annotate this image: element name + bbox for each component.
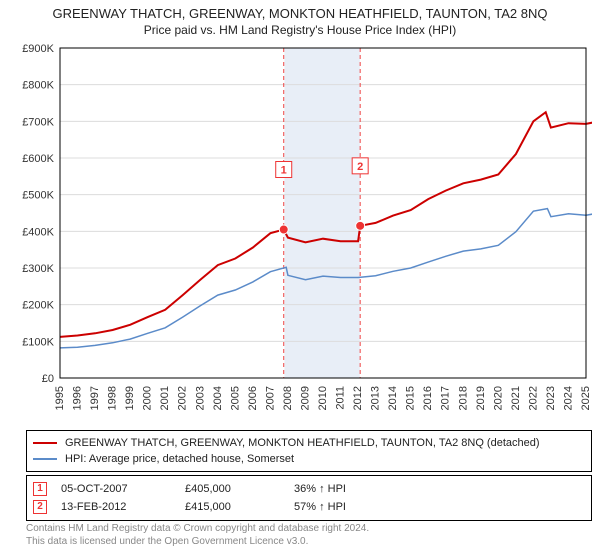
legend: GREENWAY THATCH, GREENWAY, MONKTON HEATH… xyxy=(26,430,592,472)
credit-line: This data is licensed under the Open Gov… xyxy=(26,535,592,548)
x-axis-label: 2016 xyxy=(422,386,434,410)
x-axis-label: 2019 xyxy=(475,386,487,410)
y-axis-label: £600K xyxy=(22,153,54,165)
legend-swatch xyxy=(33,442,57,444)
x-axis-label: 2003 xyxy=(194,386,206,410)
marker-badge-label: 1 xyxy=(281,165,287,177)
x-axis-label: 2014 xyxy=(387,386,399,410)
chart-container: £0 £100K £200K £300K £400K £500K £600K £700K £80… xyxy=(8,44,592,424)
x-axis-label: 2024 xyxy=(562,386,574,410)
y-axis-label: £800K xyxy=(22,80,54,92)
x-axis-label: 2015 xyxy=(405,386,417,410)
sale-date: 05-OCT-2007 xyxy=(61,480,171,498)
x-axis-label: 2013 xyxy=(370,386,382,410)
chart-svg: £0 £100K £200K £300K £400K £500K £600K £700K £80… xyxy=(8,44,592,424)
page-subtitle: Price paid vs. HM Land Registry's House … xyxy=(0,21,600,37)
sale-band xyxy=(284,48,359,378)
y-axis-label: £700K xyxy=(22,116,54,128)
legend-label: HPI: Average price, detached house, Some… xyxy=(65,451,294,467)
x-axis-label: 2010 xyxy=(317,386,329,410)
sale-date: 13-FEB-2012 xyxy=(61,498,171,516)
sale-price: £405,000 xyxy=(185,480,280,498)
x-axis-label: 2005 xyxy=(229,386,241,410)
x-axis-label: 2012 xyxy=(352,386,364,410)
sale-row: 1 05-OCT-2007 £405,000 36% ↑ HPI xyxy=(33,480,585,498)
legend-label: GREENWAY THATCH, GREENWAY, MONKTON HEATH… xyxy=(65,435,540,451)
x-axis-label: 2017 xyxy=(440,386,452,410)
x-axis-label: 2021 xyxy=(510,386,522,410)
sale-row: 2 13-FEB-2012 £415,000 57% ↑ HPI xyxy=(33,498,585,516)
y-axis-label: £0 xyxy=(42,373,54,385)
marker-badge-label: 2 xyxy=(357,161,363,173)
legend-row: HPI: Average price, detached house, Some… xyxy=(33,451,585,467)
x-axis-label: 2022 xyxy=(527,386,539,410)
x-axis-label: 1996 xyxy=(72,386,84,410)
page-title: GREENWAY THATCH, GREENWAY, MONKTON HEATH… xyxy=(0,0,600,21)
x-axis-label: 2023 xyxy=(545,386,557,410)
y-axis-label: £200K xyxy=(22,300,54,312)
y-axis-label: £900K xyxy=(22,44,54,55)
sale-price: £415,000 xyxy=(185,498,280,516)
x-axis-label: 1998 xyxy=(107,386,119,410)
x-axis-label: 1999 xyxy=(124,386,136,410)
sale-badge: 2 xyxy=(33,500,47,514)
sale-badge: 1 xyxy=(33,482,47,496)
x-axis-label: 2018 xyxy=(457,386,469,410)
sale-pct: 57% ↑ HPI xyxy=(294,498,585,516)
y-axis-label: £300K xyxy=(22,263,54,275)
marker-dot xyxy=(356,221,365,230)
credits: Contains HM Land Registry data © Crown c… xyxy=(26,522,592,548)
legend-swatch xyxy=(33,458,57,460)
credit-line: Contains HM Land Registry data © Crown c… xyxy=(26,522,592,535)
sale-pct: 36% ↑ HPI xyxy=(294,480,585,498)
y-axis-label: £400K xyxy=(22,226,54,238)
x-axis-label: 2025 xyxy=(580,386,592,410)
x-axis-label: 2000 xyxy=(142,386,154,410)
legend-row: GREENWAY THATCH, GREENWAY, MONKTON HEATH… xyxy=(33,435,585,451)
x-axis-label: 2001 xyxy=(159,386,171,410)
x-axis-label: 2008 xyxy=(282,386,294,410)
x-axis-label: 2009 xyxy=(299,386,311,410)
x-axis-label: 2006 xyxy=(247,386,259,410)
x-axis-label: 2007 xyxy=(264,386,276,410)
y-axis-label: £500K xyxy=(22,190,54,202)
marker-dot xyxy=(279,225,288,234)
sales-table: 1 05-OCT-2007 £405,000 36% ↑ HPI 2 13-FEB-201… xyxy=(26,475,592,521)
x-axis-label: 2020 xyxy=(492,386,504,410)
x-axis-label: 2002 xyxy=(177,386,189,410)
x-axis-label: 2004 xyxy=(212,386,224,410)
x-axis-label: 1995 xyxy=(54,386,66,410)
x-axis-label: 2011 xyxy=(335,386,347,410)
x-axis-label: 1997 xyxy=(89,386,101,410)
y-axis-label: £100K xyxy=(22,336,54,348)
